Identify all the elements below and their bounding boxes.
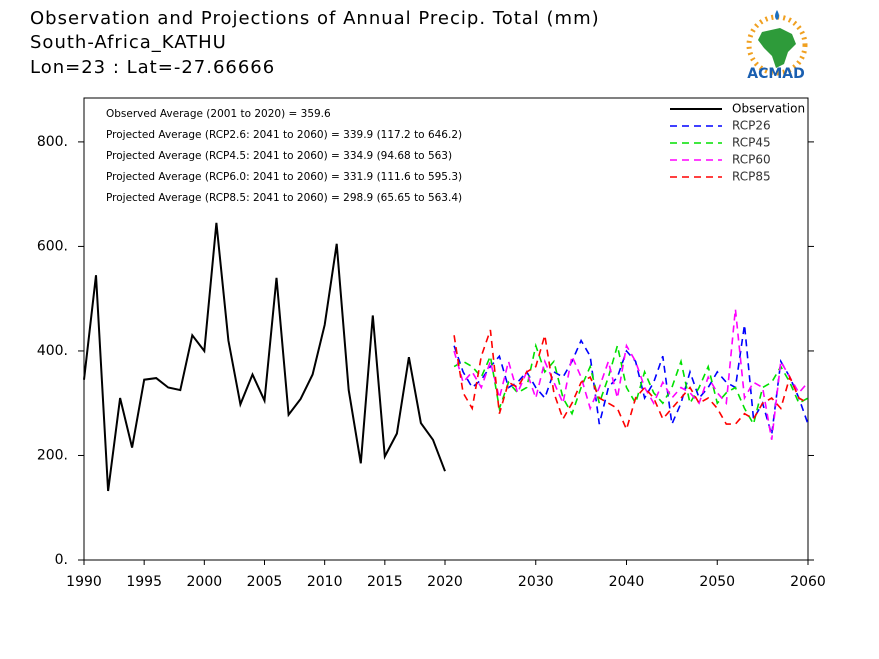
x-tick-label: 2060	[790, 574, 826, 590]
annotation: Projected Average (RCP4.5: 2041 to 2060)…	[106, 150, 452, 162]
chart-location: Lon=23 : Lat=-27.66666	[30, 57, 275, 78]
annotation: Observed Average (2001 to 2020) = 359.6	[106, 108, 331, 120]
logo-drop	[775, 10, 779, 20]
legend-label: RCP85	[732, 170, 771, 184]
legend-label: Observation	[732, 102, 805, 116]
series-line	[453, 329, 809, 432]
logo-text: ACMAD	[747, 66, 805, 82]
series-line	[453, 309, 809, 440]
chart-title: Observation and Projections of Annual Pr…	[30, 8, 600, 29]
x-tick-label: 2040	[609, 574, 645, 590]
legend-label: RCP45	[732, 136, 771, 150]
legend-label: RCP60	[732, 153, 771, 167]
series-line	[83, 222, 446, 492]
logo-africa	[758, 28, 796, 68]
x-tick-label: 2015	[367, 574, 403, 590]
x-tick-label: 2030	[518, 574, 554, 590]
x-tick-label: 2020	[427, 574, 463, 590]
y-tick-label: 200.	[37, 447, 68, 463]
chart-subtitle: South-Africa_KATHU	[30, 32, 227, 53]
x-tick-label: 2010	[307, 574, 343, 590]
x-tick-label: 2050	[699, 574, 735, 590]
x-tick-label: 2000	[187, 574, 223, 590]
annotation: Projected Average (RCP6.0: 2041 to 2060)…	[106, 171, 462, 183]
annotation: Projected Average (RCP8.5: 2041 to 2060)…	[106, 192, 462, 204]
x-tick-label: 2005	[247, 574, 283, 590]
x-tick-label: 1995	[126, 574, 162, 590]
y-tick-label: 0.	[55, 552, 68, 568]
y-tick-label: 400.	[37, 343, 68, 359]
logo: ACMAD	[746, 10, 808, 82]
y-tick-label: 600.	[37, 238, 68, 254]
x-tick-label: 1990	[66, 574, 102, 590]
annotation: Projected Average (RCP2.6: 2041 to 2060)…	[106, 129, 462, 141]
logo-rays	[746, 14, 808, 76]
y-tick-label: 800.	[37, 134, 68, 150]
legend-label: RCP26	[732, 119, 771, 133]
plot-frame	[83, 97, 809, 561]
